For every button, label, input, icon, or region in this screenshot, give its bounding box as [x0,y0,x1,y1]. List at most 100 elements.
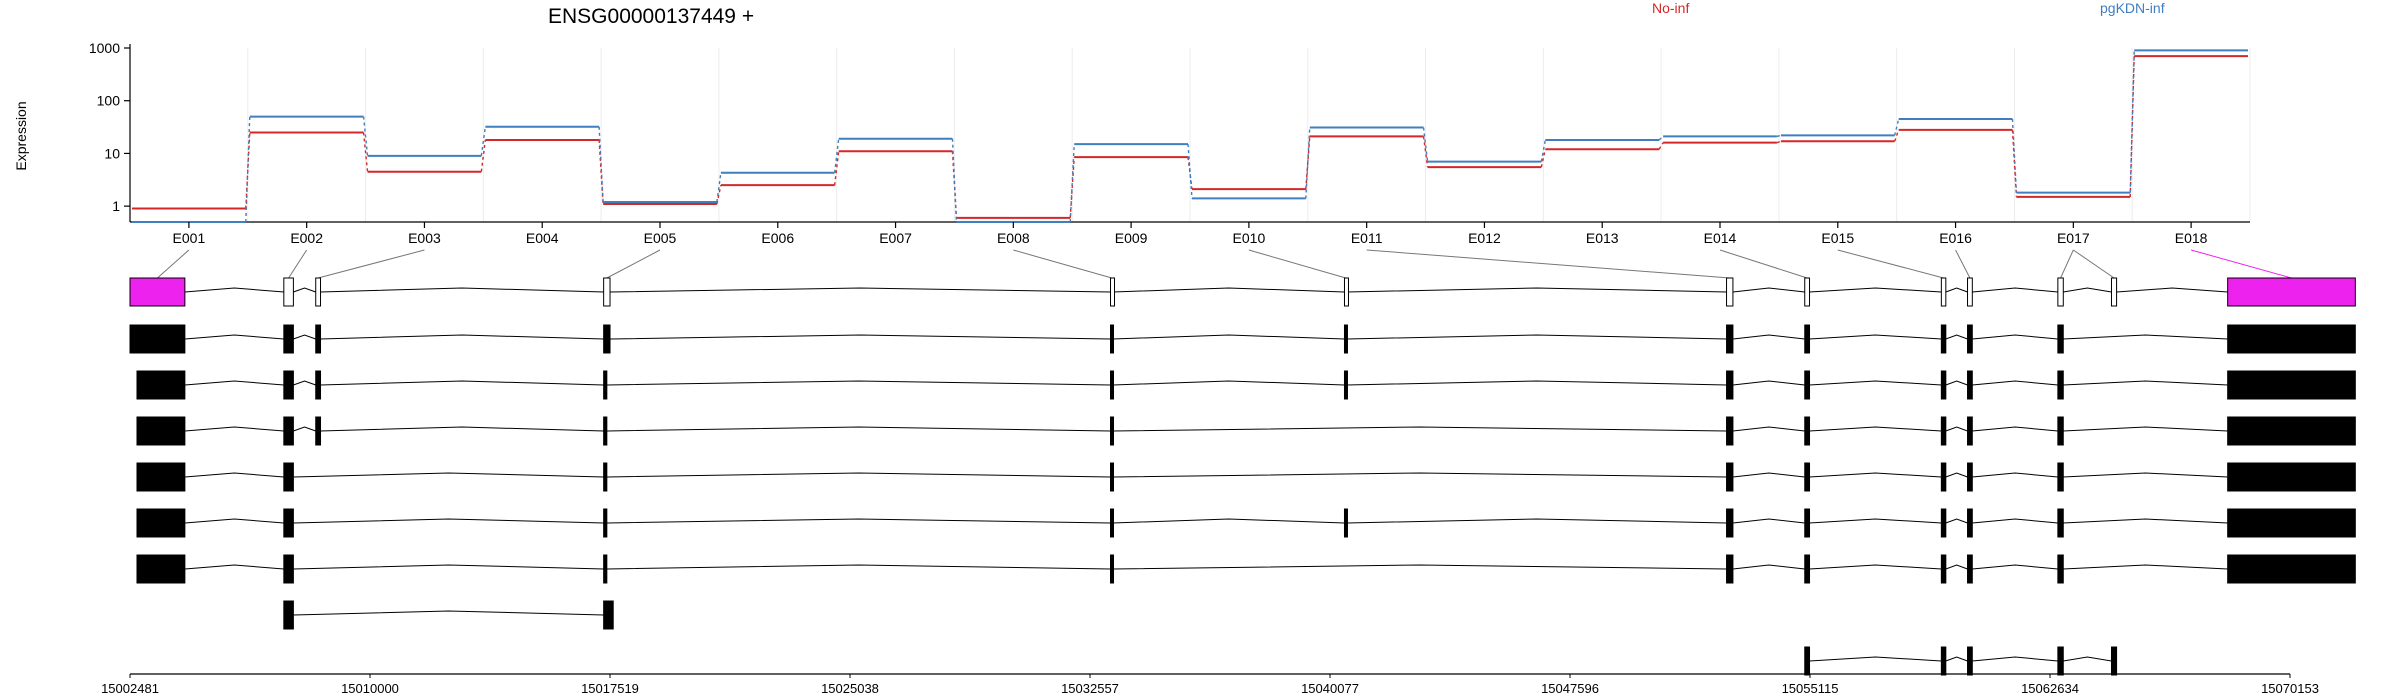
transcript-4-exon [1940,462,1947,492]
intron-line [1732,380,1805,386]
transcript-4-exon [136,462,186,492]
intron-line [1113,426,1727,432]
intron-line [1809,334,1942,340]
connector-E017 [2073,249,2115,279]
transcript-2-exon [603,370,608,400]
coordinate-tick-label: 15040077 [1301,681,1359,696]
coordinate-tick-label: 15032557 [1061,681,1119,696]
intron-line [1113,564,1727,570]
exon-label-E005: E005 [644,230,677,246]
y-tick-label: 100 [97,93,121,109]
transcript-4-exon [2057,462,2064,492]
transcript-2-exon [2227,370,2356,400]
intron-line [1945,380,1968,386]
transcript-6-exon [136,554,186,584]
connector-E010 [1248,249,1346,279]
intron-line [1113,287,1345,293]
intron-line [184,564,284,570]
legend-pgkdn-inf: pgKDN-inf [2100,0,2165,16]
intron-line [184,426,284,432]
intron-line [1972,380,2058,386]
exon-label-E014: E014 [1704,230,1737,246]
exon-bin-E016 [1967,277,1973,307]
coordinate-tick-label: 15055115 [1782,681,1839,696]
intron-line [293,518,604,524]
series-1-connector [716,172,722,203]
transcript-2-exon [1726,370,1734,400]
intron-line [606,380,1111,386]
series-0-connector [1776,140,1782,144]
transcript-2-exon [283,370,294,400]
coordinate-tick-label: 15062634 [2021,681,2079,696]
connector-E015 [1837,249,1944,279]
exon-bin-E015 [1940,277,1947,307]
exon-bin-E014 [1804,277,1811,307]
transcript-4-exon [1110,462,1115,492]
transcript-models [129,277,2356,676]
transcript-1-exon [129,324,186,354]
exon-bin-E011 [1726,277,1734,307]
transcript-6-exon [1726,554,1734,584]
transcript-1-exon [283,324,294,354]
exon-bin-E008 [1110,277,1116,307]
transcript-5-exon [1343,508,1348,538]
intron-line [1732,472,1805,478]
coordinate-tick-label: 15002481 [101,681,159,696]
intron-line [1113,518,1345,524]
grid-lines [129,48,2251,222]
exon-bin-E005 [603,277,611,307]
exon-bin-E002 [283,277,294,307]
intron-line [606,564,1111,570]
exon-label-E004: E004 [526,230,559,246]
transcript-1-exon [315,324,322,354]
transcript-4-exon [603,462,608,492]
exon-bin-E018 [2227,277,2356,307]
connector-E011 [1366,249,1730,279]
exon-label-E016: E016 [1939,230,1972,246]
intron-line [1945,426,1968,432]
exon-bin-labels: E001 E002 E003 E004 E005 E006 E007 E008 E009 E010… [173,222,2208,246]
transcript-3-exon [315,416,322,446]
intron-line [1945,472,1968,478]
chart-title: ENSG00000137449 + [548,5,754,28]
transcript-5-exon [1804,508,1811,538]
intron-line [2116,287,2228,293]
transcript-5-exon [1110,508,1115,538]
transcript-5-exon [1967,508,1973,538]
transcript-8-exon [2110,646,2118,676]
intron-line [1972,518,2058,524]
series-0-connector [1187,157,1193,190]
transcript-2-exon [1940,370,1947,400]
connector-E014 [1719,249,1808,279]
intron-line [1945,564,1968,570]
coordinate-tick-label: 15017519 [581,681,639,696]
transcript-1-exon [1726,324,1734,354]
expression-axes: 1 10 100 1000 [89,40,2250,223]
exon-label-E017: E017 [2057,230,2090,246]
exon-label-E010: E010 [1233,230,1266,246]
intron-line [1809,564,1942,570]
exon-label-E015: E015 [1821,230,1854,246]
transcript-3-exon [2057,416,2064,446]
y-tick-label: 1000 [89,40,120,56]
exon-label-E011: E011 [1351,230,1383,246]
transcript-8-exon [1967,646,1973,676]
intron-line [320,287,604,293]
series-1-connector [951,138,958,223]
intron-line [320,380,604,386]
coordinate-tick-label: 15010000 [341,681,399,696]
transcript-5-exon [136,508,186,538]
intron-line [1347,287,1727,293]
intron-line [1113,334,1345,340]
series-1-connector [1893,118,1900,136]
transcript-2-exon [1804,370,1811,400]
connector-E003 [318,249,425,279]
transcript-3-exon [1940,416,1947,446]
intron-line [1972,656,2058,662]
exon-label-E003: E003 [408,230,441,246]
series-1-connector [2011,118,2018,193]
intron-line [2063,564,2228,570]
y-tick-label: 1 [112,198,120,214]
intron-line [1732,334,1805,340]
